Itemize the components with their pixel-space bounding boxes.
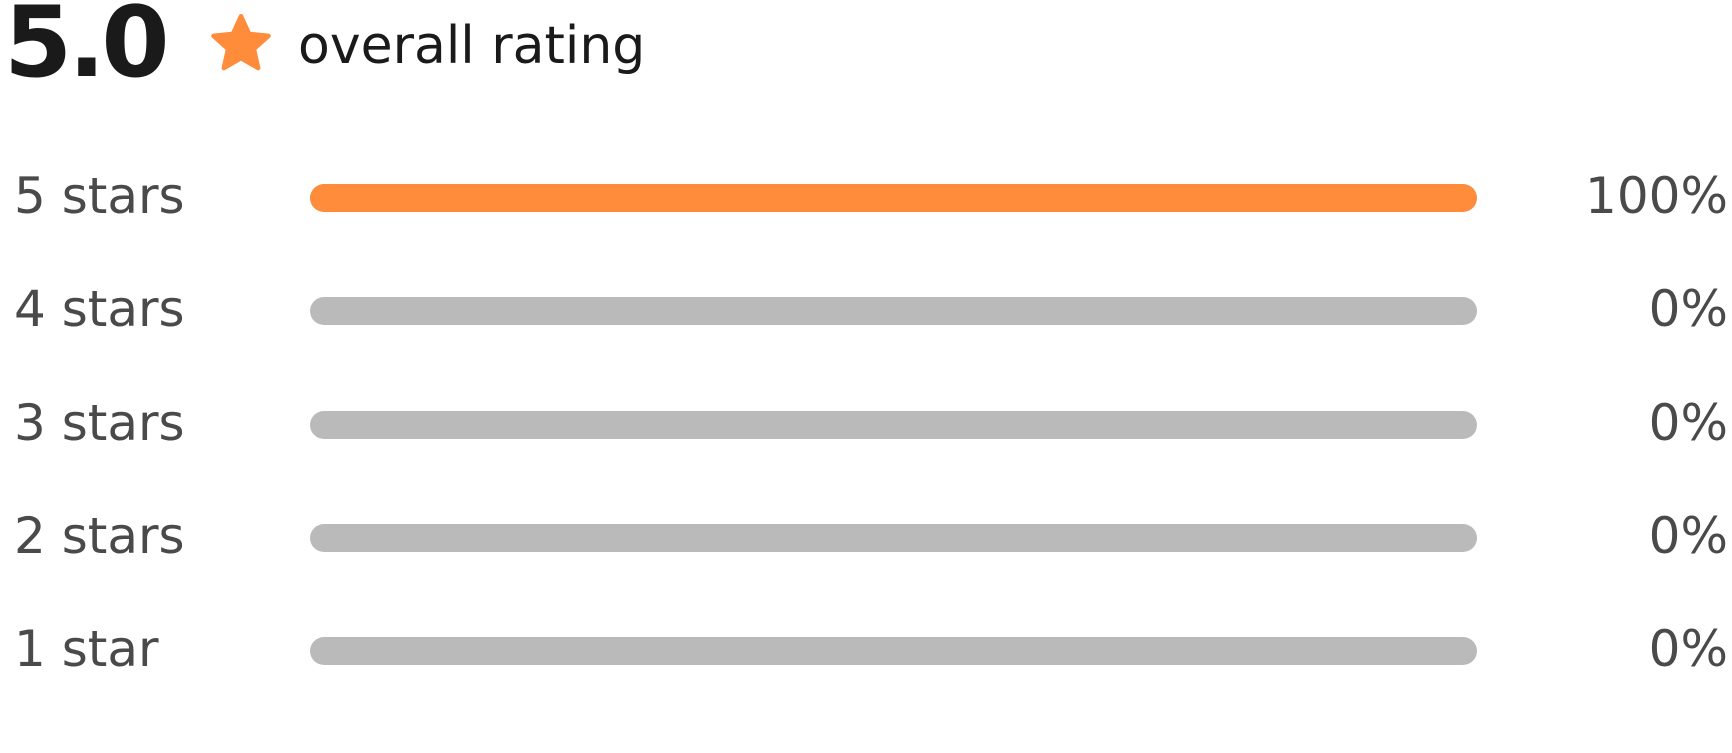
row-percent: 0% <box>1648 620 1728 678</box>
rating-row-3: 3 stars 0% <box>0 393 1732 453</box>
row-label: 2 stars <box>14 507 185 565</box>
row-percent: 0% <box>1648 507 1728 565</box>
row-label: 5 stars <box>14 167 185 225</box>
row-percent: 0% <box>1648 394 1728 452</box>
progress-bar <box>310 637 1477 665</box>
rating-row-2: 2 stars 0% <box>0 506 1732 566</box>
row-percent: 0% <box>1648 280 1728 338</box>
row-label: 4 stars <box>14 280 185 338</box>
progress-fill <box>310 184 1477 212</box>
rating-row-5: 5 stars 100% <box>0 166 1732 226</box>
rating-summary: 5.0 overall rating <box>0 0 1732 120</box>
row-label: 3 stars <box>14 394 185 452</box>
progress-bar <box>310 524 1477 552</box>
progress-bar <box>310 184 1477 212</box>
star-icon <box>211 13 271 71</box>
row-label: 1 star <box>14 620 159 678</box>
rating-row-4: 4 stars 0% <box>0 279 1732 339</box>
progress-bar <box>310 411 1477 439</box>
rating-row-1: 1 star 0% <box>0 619 1732 679</box>
progress-bar <box>310 297 1477 325</box>
overall-score: 5.0 <box>4 0 170 100</box>
overall-rating-label: overall rating <box>298 16 646 76</box>
row-percent: 100% <box>1585 167 1728 225</box>
